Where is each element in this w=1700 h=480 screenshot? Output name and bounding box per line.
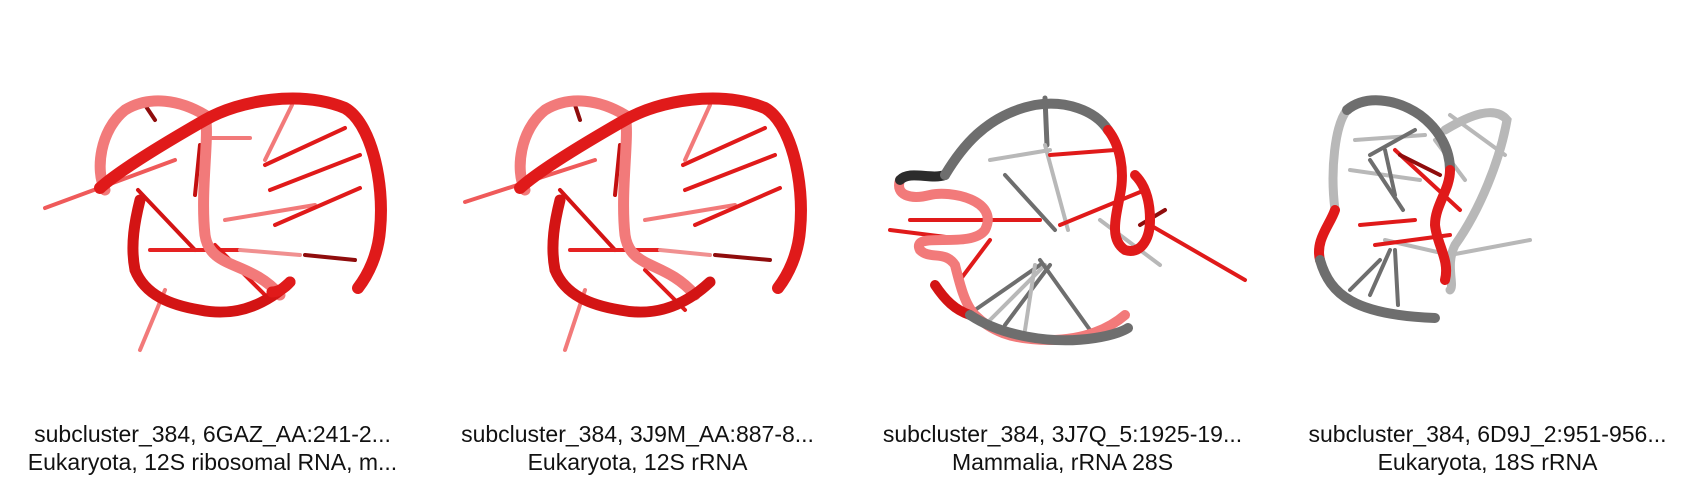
backbone-tube — [94, 92, 387, 294]
base-stick — [1048, 148, 1117, 157]
rna-structure-2 — [463, 92, 807, 352]
base-stick — [1398, 153, 1442, 177]
structure-panel-4: subcluster_384, 6D9J_2:951-956... Eukary… — [1275, 0, 1700, 480]
base-stick — [273, 186, 362, 227]
rna-structure-4 — [1314, 95, 1532, 323]
structure-panel-3: subcluster_384, 3J7Q_5:1925-19... Mammal… — [850, 0, 1275, 480]
backbone-tube — [1314, 205, 1340, 265]
base-stick — [1043, 143, 1070, 232]
backbone-tube — [1440, 108, 1512, 295]
base-stick — [558, 188, 617, 252]
caption-line-2: Eukaryota, 18S rRNA — [1377, 449, 1598, 475]
base-stick — [683, 153, 777, 192]
backbone-tube — [1342, 95, 1455, 175]
base-stick — [1393, 248, 1400, 307]
structure-caption: subcluster_384, 3J7Q_5:1925-19... Mammal… — [850, 420, 1275, 476]
base-stick — [1368, 158, 1405, 212]
base-stick — [1003, 263, 1052, 327]
base-stick — [693, 186, 782, 227]
base-stick — [1098, 218, 1162, 267]
base-stick — [958, 238, 992, 282]
backbone-tube — [1315, 255, 1440, 323]
base-stick — [303, 253, 357, 262]
base-stick — [1348, 258, 1382, 292]
structure-panel-1: subcluster_384, 6GAZ_AA:241-2... Eukaryo… — [0, 0, 425, 480]
base-stick — [713, 253, 772, 262]
base-stick — [573, 103, 582, 122]
base-stick — [613, 143, 622, 197]
caption-line-1: subcluster_384, 3J7Q_5:1925-19... — [882, 421, 1243, 447]
backbone-tube — [266, 276, 296, 298]
backbone-tube — [1328, 105, 1352, 215]
base-stick — [1058, 188, 1147, 227]
caption-line-1: subcluster_384, 6GAZ_AA:241-2... — [34, 421, 391, 447]
backbone-tube — [547, 194, 716, 318]
backbone-tube — [1429, 165, 1455, 285]
backbone-tube — [895, 170, 950, 185]
backbone-tube — [1103, 125, 1156, 256]
base-stick — [238, 248, 302, 257]
caption-line-2: Eukaryota, 12S ribosomal RNA, m... — [27, 449, 398, 475]
caption-line-1: subcluster_384, 3J9M_AA:887-8... — [461, 421, 814, 447]
base-stick — [1383, 148, 1397, 197]
caption-line-1: subcluster_384, 6D9J_2:951-956... — [1308, 421, 1667, 447]
base-stick — [193, 143, 202, 197]
backbone-tube — [127, 194, 296, 318]
base-stick — [1148, 223, 1247, 282]
base-stick — [1353, 133, 1427, 142]
base-stick — [658, 248, 712, 257]
structure-caption: subcluster_384, 6GAZ_AA:241-2... Eukaryo… — [0, 420, 425, 476]
base-stick — [973, 263, 1042, 312]
base-stick — [1368, 128, 1417, 157]
backbone-tube — [514, 92, 807, 294]
base-stick — [223, 203, 317, 222]
base-stick — [263, 126, 347, 167]
backbone-tube — [940, 98, 1113, 180]
structure-caption: subcluster_384, 6D9J_2:951-956... Eukary… — [1275, 420, 1700, 476]
base-stick — [1003, 173, 1057, 232]
base-stick — [1348, 168, 1422, 182]
base-stick — [681, 126, 767, 167]
base-stick — [643, 203, 737, 222]
base-stick — [268, 153, 362, 192]
structure-caption: subcluster_384, 3J9M_AA:887-8... Eukaryo… — [425, 420, 850, 476]
rna-structure-3 — [888, 95, 1247, 346]
rna-structure-1 — [43, 92, 387, 352]
base-stick — [1358, 218, 1417, 227]
base-stick — [1368, 248, 1392, 297]
caption-line-2: Eukaryota, 12S rRNA — [527, 449, 748, 475]
structure-panel-2: subcluster_384, 3J9M_AA:887-8... Eukaryo… — [425, 0, 850, 480]
base-stick — [1448, 238, 1532, 257]
backbone-tube — [965, 310, 1133, 346]
base-stick — [1038, 258, 1092, 332]
base-stick — [988, 148, 1052, 162]
base-stick — [1023, 263, 1037, 332]
base-stick — [136, 188, 197, 252]
base-stick — [263, 103, 294, 162]
base-stick — [683, 103, 712, 162]
caption-line-2: Mammalia, rRNA 28S — [951, 449, 1174, 475]
base-stick — [988, 263, 1047, 322]
